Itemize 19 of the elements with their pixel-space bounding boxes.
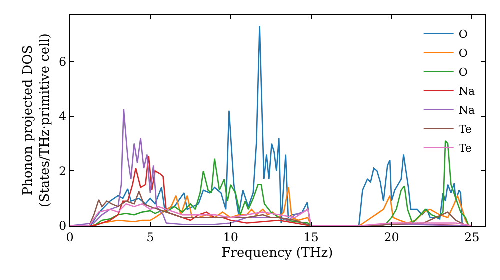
x-tick-label: 5	[146, 230, 154, 244]
x-axis-title: Frequency (THz)	[222, 246, 334, 261]
y-tick-label: 0	[58, 219, 67, 234]
line-series	[70, 203, 473, 226]
x-tick-label: 20	[384, 230, 400, 244]
legend-label: Na	[458, 104, 476, 118]
legend-label: Na	[458, 85, 476, 98]
legend-label: O	[458, 28, 468, 42]
y-tick-label: 2	[58, 164, 67, 178]
y-axis-title: Phonon projected DOS (States/THz·primitive cell)	[21, 33, 53, 208]
x-tick-label: 10	[223, 230, 238, 244]
legend-label: Te	[458, 123, 472, 136]
y-tick-label: 6	[58, 54, 67, 69]
legend-label: Te	[458, 142, 472, 156]
x-tick-label: 15	[304, 230, 319, 244]
legend-label: O	[458, 47, 468, 60]
legend-label: O	[458, 66, 468, 80]
y-tick-label: 4	[58, 110, 67, 124]
x-tick-label: 25	[464, 230, 480, 244]
